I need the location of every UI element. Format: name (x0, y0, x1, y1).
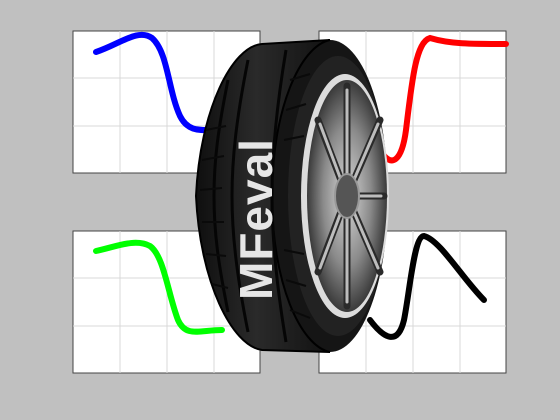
curve-top-right (377, 34, 509, 164)
curve-bottom-left (93, 239, 225, 335)
curve-bottom-right (367, 232, 487, 340)
tire-icon (194, 39, 389, 353)
curve-top-left (93, 31, 217, 134)
logo-text: MFeval (230, 138, 282, 300)
